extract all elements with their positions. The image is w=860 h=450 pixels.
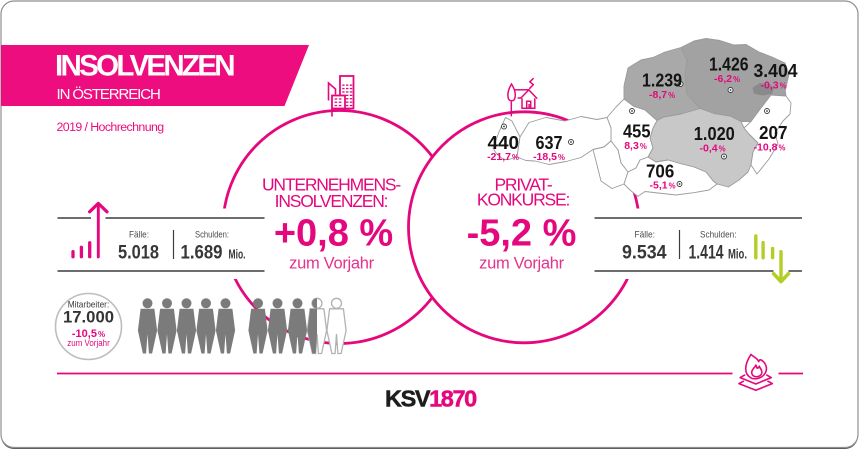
svg-text:17.000: 17.000 [63, 309, 114, 327]
svg-text:-5,1%: -5,1% [649, 180, 675, 192]
svg-text:KSV1870: KSV1870 [385, 386, 477, 412]
svg-text:-6,2%: -6,2% [714, 73, 740, 85]
svg-text:+0,8 %: +0,8 % [274, 213, 393, 255]
svg-text:Fälle:: Fälle: [635, 230, 656, 241]
svg-text:INSOLVENZEN:: INSOLVENZEN: [275, 191, 388, 211]
svg-text:1.239: 1.239 [642, 70, 682, 91]
svg-text:Mio.: Mio. [229, 247, 246, 262]
svg-text:-18,5%: -18,5% [533, 151, 565, 163]
svg-text:-5,2 %: -5,2 % [467, 213, 577, 255]
svg-text:-21,7%: -21,7% [487, 151, 519, 163]
svg-text:Mio.: Mio. [728, 247, 747, 262]
svg-text:3.404: 3.404 [754, 60, 799, 81]
svg-text:207: 207 [759, 122, 788, 143]
svg-text:-0,3%: -0,3% [760, 80, 786, 92]
svg-text:Mitarbeiter:: Mitarbeiter: [68, 300, 110, 310]
svg-text:706: 706 [646, 160, 674, 181]
svg-text:1.414: 1.414 [689, 243, 724, 264]
svg-text:-10,8%: -10,8% [754, 142, 786, 154]
svg-text:INSOLVENZEN: INSOLVENZEN [55, 50, 234, 83]
svg-text:440: 440 [488, 132, 520, 153]
svg-text:1.020: 1.020 [694, 123, 735, 144]
svg-text:1.426: 1.426 [709, 54, 749, 75]
svg-text:1.689: 1.689 [181, 243, 223, 264]
svg-text:-0,4%: -0,4% [699, 143, 725, 155]
svg-text:5.018: 5.018 [118, 243, 159, 264]
svg-text:637: 637 [536, 132, 563, 153]
svg-text:IN ÖSTERREICH: IN ÖSTERREICH [57, 85, 160, 103]
svg-text:9.534: 9.534 [622, 243, 667, 264]
svg-text:-8,7%: -8,7% [649, 89, 675, 101]
svg-text:8,3%: 8,3% [624, 140, 647, 152]
svg-text:zum Vorjahr: zum Vorjahr [67, 338, 110, 348]
svg-text:455: 455 [623, 121, 651, 142]
svg-text:2019 / Hochrechnung: 2019 / Hochrechnung [57, 120, 165, 134]
svg-text:Schulden:: Schulden: [700, 230, 737, 241]
svg-text:UNTERNEHMENS-: UNTERNEHMENS- [262, 175, 401, 195]
svg-text:Schulden:: Schulden: [195, 230, 229, 241]
svg-text:-10,5%: -10,5% [72, 328, 105, 340]
svg-text:zum Vorjahr: zum Vorjahr [479, 255, 565, 273]
svg-text:zum Vorjahr: zum Vorjahr [289, 255, 375, 273]
svg-text:KONKURSE:: KONKURSE: [477, 190, 570, 210]
svg-text:PRIVAT-: PRIVAT- [494, 175, 552, 195]
svg-text:Fälle:: Fälle: [129, 230, 149, 241]
